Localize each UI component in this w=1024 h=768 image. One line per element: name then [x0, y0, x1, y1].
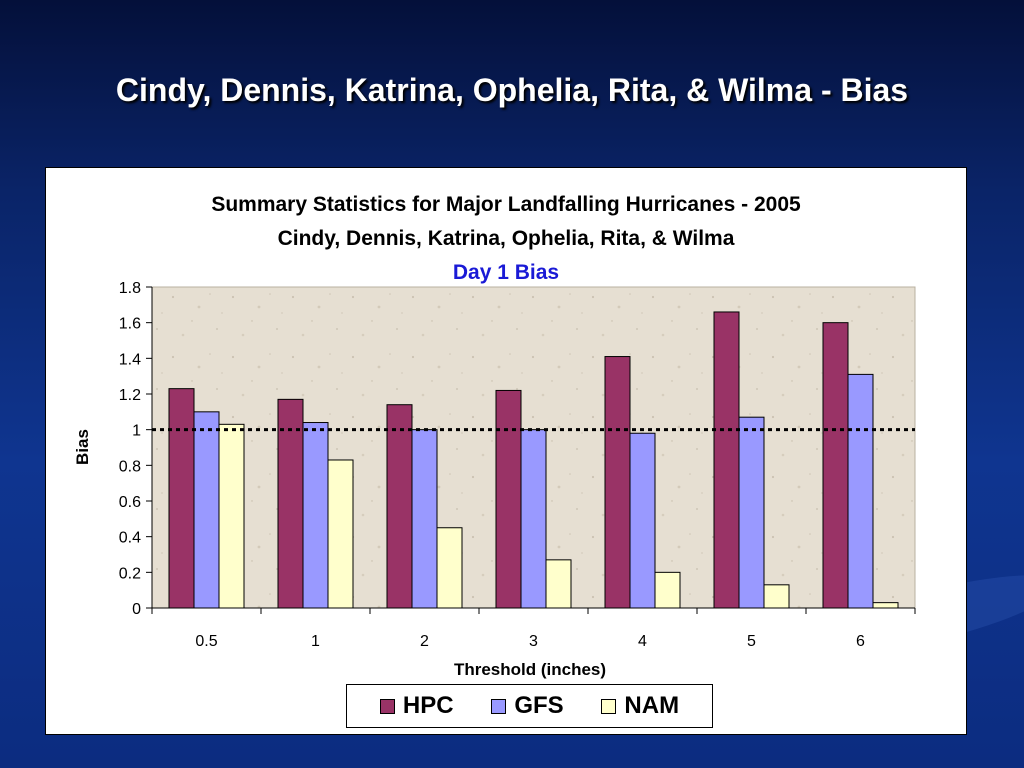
y-tick-label: 0 — [132, 601, 141, 618]
legend-label-nam: NAM — [624, 692, 680, 719]
bar-hpc-6 — [822, 322, 849, 609]
y-axis-label: Bias — [73, 429, 92, 465]
legend-swatch-hpc — [379, 698, 395, 714]
legend-label-hpc: HPC — [402, 692, 454, 719]
bar-nam-2 — [436, 527, 463, 609]
y-tick-label: 0.6 — [119, 494, 141, 511]
bar-nam-6 — [872, 602, 899, 609]
legend-item-gfs: GFS — [491, 692, 564, 720]
bar-hpc-5 — [713, 311, 740, 609]
y-tick-label: 1.8 — [119, 280, 141, 297]
bar-gfs-2 — [411, 429, 438, 609]
x-tick-label: 1 — [311, 633, 320, 650]
legend-item-nam: NAM — [601, 692, 679, 720]
x-axis-label: Threshold (inches) — [454, 660, 606, 679]
bar-gfs-0.5 — [193, 411, 220, 609]
x-tick-label: 2 — [420, 633, 429, 650]
legend-item-hpc: HPC — [379, 692, 454, 720]
legend-swatch-gfs — [491, 698, 507, 714]
y-tick-label: 1.4 — [119, 351, 141, 368]
bar-hpc-4 — [604, 356, 631, 609]
x-tick-label: 3 — [529, 633, 538, 650]
chart-subtitle: Cindy, Dennis, Katrina, Ophelia, Rita, &… — [278, 227, 735, 250]
chart-title: Summary Statistics for Major Landfalling… — [211, 193, 801, 216]
bar-hpc-2 — [386, 404, 413, 609]
y-tick-label: 0.2 — [119, 565, 141, 582]
bar-nam-3 — [545, 559, 572, 609]
chart-legend: HPC GFS NAM — [346, 684, 713, 728]
slide-title: Cindy, Dennis, Katrina, Ophelia, Rita, &… — [115, 72, 909, 108]
y-tick-label: 1.2 — [119, 387, 141, 404]
x-tick-label: 6 — [856, 633, 865, 650]
bar-nam-4 — [654, 571, 681, 609]
bar-hpc-3 — [495, 389, 522, 609]
x-tick-label: 5 — [747, 633, 756, 650]
bar-gfs-4 — [629, 432, 656, 609]
legend-label-gfs: GFS — [514, 692, 564, 719]
bar-nam-0.5 — [218, 423, 245, 609]
bar-gfs-3 — [520, 429, 547, 609]
chart-frame: Summary Statistics for Major Landfalling… — [45, 167, 967, 735]
bar-gfs-6 — [847, 373, 874, 609]
y-tick-label: 1.6 — [119, 316, 141, 333]
y-tick-label: 1 — [132, 423, 141, 440]
bar-gfs-5 — [738, 416, 765, 609]
bias-chart: Summary Statistics for Major Landfalling… — [73, 193, 916, 679]
chart-subtitle-day1: Day 1 Bias — [453, 261, 559, 284]
bar-gfs-1 — [302, 422, 329, 609]
x-tick-label: 0.5 — [195, 633, 217, 650]
bar-hpc-0.5 — [168, 388, 195, 609]
bar-nam-5 — [763, 584, 790, 609]
x-tick-label: 4 — [638, 633, 647, 650]
y-tick-label: 0.4 — [119, 530, 141, 547]
legend-swatch-nam — [601, 698, 617, 714]
y-tick-label: 0.8 — [119, 458, 141, 475]
bar-nam-1 — [327, 459, 354, 609]
bar-hpc-1 — [277, 398, 304, 609]
